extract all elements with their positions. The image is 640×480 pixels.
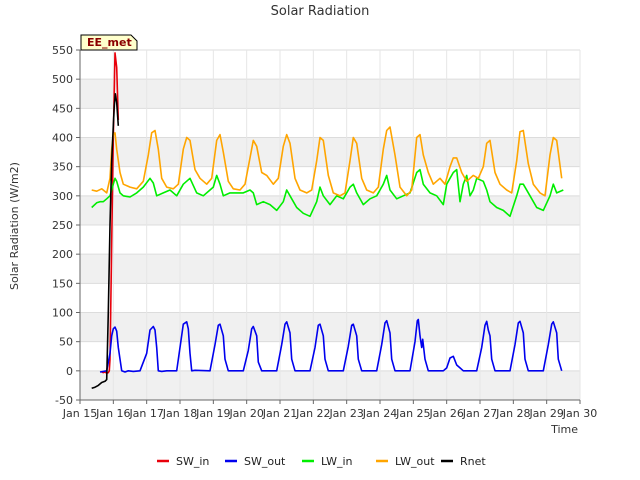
y-tick-label: 50 [59,336,73,349]
y-tick-label: 450 [52,102,73,115]
y-tick-label: 100 [52,307,73,320]
x-tick-label: Jan 15 [62,407,97,420]
grid-band [80,312,580,342]
x-tick-label: Jan 27 [462,407,497,420]
grid-bands [80,79,580,400]
x-tick-label: Jan 23 [328,407,363,420]
chart-title: Solar Radiation [271,4,370,19]
series-lines [91,52,564,390]
x-tick-label: Jan 16 [95,407,130,420]
y-tick-label: 200 [52,248,73,261]
y-axis-title: Solar Radiation (W/m2) [8,162,21,290]
x-tick-label: Jan 30 [562,407,597,420]
legend-label: LW_out [395,455,435,468]
y-axis-ticks: -50 0 50 100 150 200 250 300 350 400 450 500 550 [52,44,80,407]
y-tick-label: 0 [66,365,73,378]
series-line-sw-in [101,52,120,375]
y-tick-label: 350 [52,161,73,174]
y-tick-label: 500 [52,73,73,86]
x-tick-label: Jan 21 [262,407,297,420]
site-tag-box [80,34,138,51]
legend-label: LW_in [321,455,353,468]
legend-label: Rnet [460,455,486,468]
legend-label: SW_out [244,455,286,468]
series-line-sw-out [99,318,563,373]
x-tick-label: Jan 17 [128,407,163,420]
x-tick-label: Jan 19 [195,407,230,420]
site-tag: EE_met [80,34,138,51]
x-tick-label: Jan 26 [428,407,463,420]
x-tick-label: Jan 22 [295,407,330,420]
y-tick-label: 150 [52,277,73,290]
x-tick-label: Jan 24 [362,407,397,420]
grid-band [80,370,580,400]
x-tick-label: Jan 25 [395,407,430,420]
plot-area [79,49,581,401]
x-tick-label: Jan 18 [162,407,197,420]
x-tick-label: Jan 29 [528,407,563,420]
x-tick-label: Jan 28 [495,407,530,420]
grid-band [80,195,580,225]
grid-band [80,137,580,167]
y-tick-label: 300 [52,190,73,203]
legend: SW_in SW_out LW_in LW_out Rnet [157,455,486,468]
grid-band [80,79,580,109]
site-tag-label: EE_met [87,36,132,49]
series-line-rnet [91,93,120,390]
legend-label: SW_in [176,455,209,468]
series-line-lw-in [91,168,564,218]
y-tick-label: -50 [55,394,73,407]
y-tick-label: 250 [52,219,73,232]
y-tick-label: 550 [52,44,73,57]
series-line-lw-out [91,126,563,197]
grid-lines [79,49,581,401]
y-tick-label: 400 [52,132,73,145]
x-tick-label: Jan 20 [228,407,263,420]
grid-band [80,254,580,284]
x-axis-title: Time [550,423,578,436]
